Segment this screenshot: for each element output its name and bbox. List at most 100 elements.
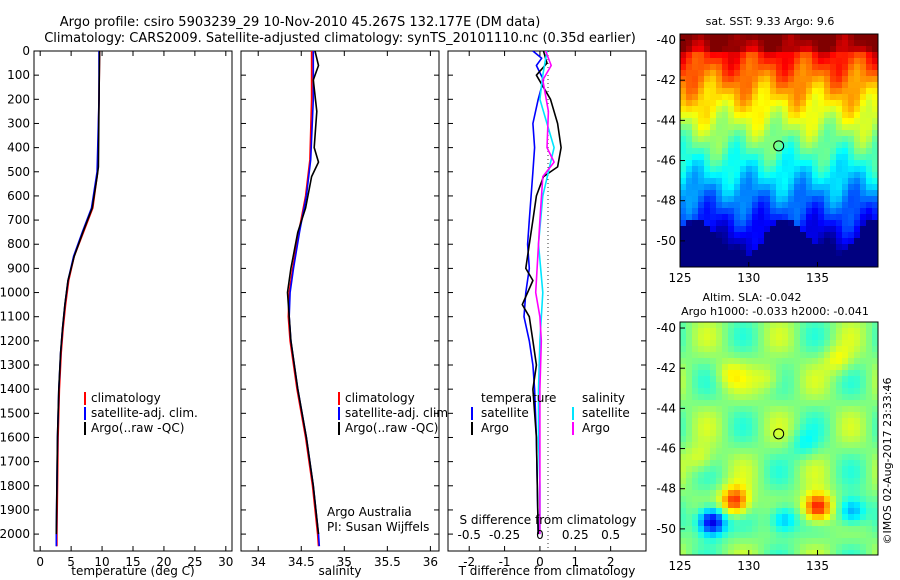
heatmap-cell: [740, 94, 747, 101]
heatmap-cell: [752, 106, 759, 113]
heatmap-cell: [680, 94, 687, 101]
heatmap-cell: [782, 82, 789, 89]
heatmap-cell: [848, 262, 855, 267]
heatmap-cell: [848, 418, 855, 425]
heatmap-cell: [734, 232, 741, 239]
heatmap-cell: [770, 202, 777, 209]
heatmap-cell: [746, 196, 753, 203]
salinity-xlabel: salinity: [318, 564, 361, 578]
heatmap-cell: [848, 52, 855, 59]
heatmap-cell: [710, 412, 717, 419]
heatmap-cell: [746, 46, 753, 53]
heatmap-cell: [740, 106, 747, 113]
heatmap-cell: [740, 172, 747, 179]
heatmap-cell: [782, 46, 789, 53]
heatmap-cell: [782, 412, 789, 419]
heatmap-cell: [848, 244, 855, 251]
heatmap-cell: [782, 454, 789, 461]
heatmap-cell: [686, 76, 693, 83]
heatmap-cell: [794, 76, 801, 83]
heatmap-cell: [758, 118, 765, 125]
heatmap-cell: [722, 112, 729, 119]
heatmap-cell: [710, 220, 717, 227]
heatmap-cell: [782, 154, 789, 161]
heatmap-cell: [806, 142, 813, 149]
heatmap-cell: [782, 388, 789, 395]
heatmap-cell: [770, 340, 777, 347]
heatmap-cell: [716, 46, 723, 53]
heatmap-cell: [830, 460, 837, 467]
heatmap-cell: [854, 214, 861, 221]
heatmap-cell: [866, 502, 873, 509]
heatmap-cell: [764, 328, 771, 335]
heatmap-cell: [812, 532, 819, 539]
heatmap-cell: [872, 466, 878, 473]
heatmap-cell: [836, 370, 843, 377]
heatmap-cell: [836, 538, 843, 545]
heatmap-cell: [812, 544, 819, 551]
heatmap-cell: [722, 46, 729, 53]
heatmap-cell: [854, 448, 861, 455]
heatmap-cell: [770, 112, 777, 119]
heatmap-cell: [680, 244, 687, 251]
sst-map-panel: sat. SST: 9.33 Argo: 9.6 125 130 135-40-42…: [656, 15, 879, 285]
heatmap-cell: [692, 154, 699, 161]
heatmap-cell: [770, 496, 777, 503]
heatmap-cell: [752, 154, 759, 161]
heatmap-cell: [692, 352, 699, 359]
heatmap-cell: [758, 448, 765, 455]
heatmap-cell: [734, 370, 741, 377]
heatmap-cell: [806, 220, 813, 227]
heatmap-cell: [776, 466, 783, 473]
heatmap-cell: [866, 256, 873, 263]
heatmap-cell: [866, 472, 873, 479]
heatmap-cell: [806, 382, 813, 389]
heatmap-cell: [776, 424, 783, 431]
heatmap-cell: [836, 496, 843, 503]
heatmap-cell: [734, 406, 741, 413]
x-tick-label: 10: [94, 555, 109, 569]
heatmap-cell: [836, 202, 843, 209]
heatmap-cell: [794, 250, 801, 257]
heatmap-cell: [692, 418, 699, 425]
heatmap-cell: [848, 160, 855, 167]
heatmap-cell: [788, 88, 795, 95]
heatmap-cell: [704, 418, 711, 425]
heatmap-cell: [860, 184, 867, 191]
heatmap-cell: [734, 382, 741, 389]
heatmap-cell: [710, 538, 717, 545]
heatmap-cell: [866, 490, 873, 497]
heatmap-cell: [872, 250, 878, 257]
heatmap-cell: [860, 322, 867, 329]
heatmap-cell: [770, 214, 777, 221]
heatmap-cell: [824, 376, 831, 383]
heatmap-cell: [794, 40, 801, 47]
heatmap-cell: [758, 190, 765, 197]
heatmap-cell: [824, 436, 831, 443]
heatmap-cell: [710, 64, 717, 71]
heatmap-cell: [734, 520, 741, 527]
heatmap-cell: [860, 370, 867, 377]
heatmap-cell: [722, 94, 729, 101]
heatmap-cell: [818, 160, 825, 167]
heatmap-cell: [722, 148, 729, 155]
heatmap-cell: [698, 64, 705, 71]
heatmap-cell: [872, 106, 878, 113]
heatmap-cell: [776, 508, 783, 515]
heatmap-cell: [788, 76, 795, 83]
heatmap-cell: [728, 58, 735, 65]
heatmap-cell: [836, 94, 843, 101]
heatmap-cell: [836, 448, 843, 455]
heatmap-cell: [824, 100, 831, 107]
heatmap-cell: [824, 184, 831, 191]
heatmap-cell: [806, 88, 813, 95]
heatmap-cell: [818, 400, 825, 407]
heatmap-cell: [764, 532, 771, 539]
heatmap-cell: [860, 34, 867, 41]
heatmap-cell: [740, 550, 747, 555]
heatmap-cell: [866, 436, 873, 443]
heatmap-cell: [806, 172, 813, 179]
heatmap-cell: [692, 118, 699, 125]
heatmap-cell: [728, 214, 735, 221]
heatmap-cell: [830, 226, 837, 233]
